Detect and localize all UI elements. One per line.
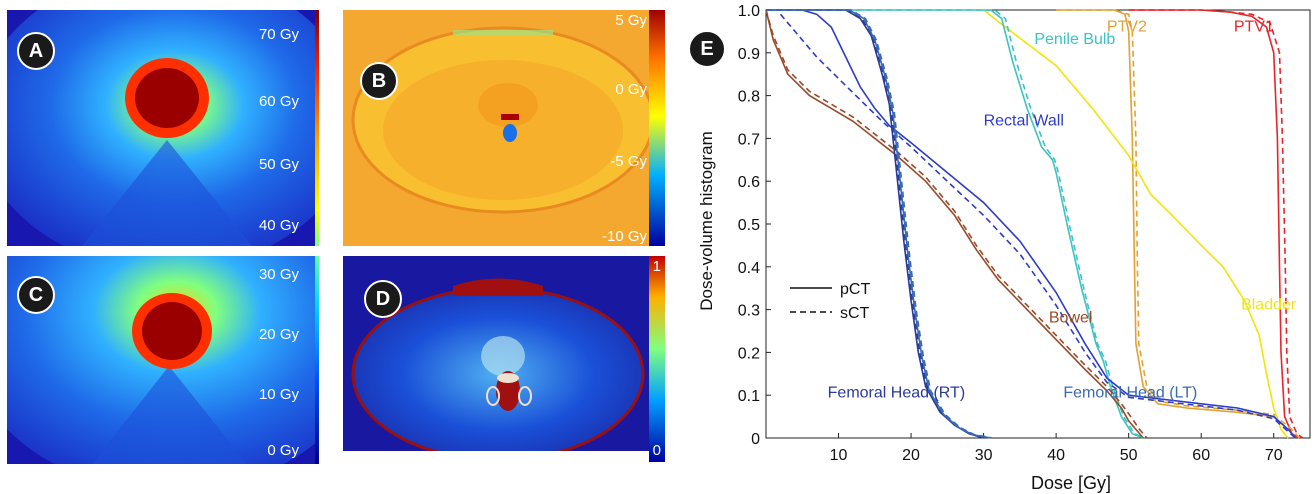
plot-frame [765,9,1311,439]
dvh-series-labels: PTV1 PTV2 Bladder Penile Bulb Rectal Wall Bow… [828,18,1297,401]
dose-difference-panel-b: B 5 Gy 0 Gy -5 Gy -10 Gy [343,10,665,246]
series-label: PTV2 [1107,18,1147,35]
colorbar-b-label-4: -10 Gy [601,228,647,245]
dvh-legend: pCT sCT [790,281,870,322]
panel-badge-d: D [364,280,402,318]
colorbar-d [649,256,665,462]
series-label: PTV1 [1234,18,1274,35]
dose-map-panel-a: A 70 Gy 60 Gy 50 Gy 40 Gy [7,10,319,246]
series-line-sct [1056,9,1300,439]
y-tick-label: 0.7 [738,131,760,148]
colorbar-a-label-2: 60 Gy [258,93,299,110]
gamma-map-d-image [343,256,665,462]
dose-map-c-image [7,256,319,464]
colorbar-c-label-4: 0 Gy [267,442,299,459]
y-tick-label: 1.0 [738,3,760,20]
legend-label: pCT [840,281,870,298]
x-tick-label: 60 [1192,447,1210,464]
colorbar-a-label-1: 70 Gy [258,26,299,43]
x-tick-label: 20 [902,447,920,464]
colorbar-a-label-3: 50 Gy [258,156,299,173]
colorbar-b-label-2: 0 Gy [615,81,647,98]
colorbar-c-label-1: 30 Gy [258,266,299,283]
dose-map-a-image [7,10,319,246]
series-line-pct [766,9,992,439]
dose-difference-b-image [343,10,665,246]
series-label: Penile Bulb [1034,31,1115,48]
series-label: Femoral Head (LT) [1063,384,1197,401]
x-tick-label: 10 [830,447,848,464]
panel-badge-e: E [688,30,726,68]
series-line-sct [765,9,1148,439]
y-tick-label: 0.9 [738,46,760,63]
y-tick-label: 0.8 [738,89,760,106]
dvh-chart: 0 0.1 0.2 0.3 0.4 0.5 0.6 0.7 0.8 0.9 1.0 10 20 30 40 5… [697,3,1311,493]
colorbar-b-label-3: -5 Gy [610,153,647,170]
y-axis-label: Dose-volume histogram [697,131,716,311]
y-tick-label: 0.2 [738,345,760,362]
x-tick-label: 30 [975,447,993,464]
y-tick-label: 0 [751,431,760,448]
gamma-map-panel-d: D 1 0 [343,256,665,462]
series-label: Bladder [1241,297,1297,314]
series-line-sct [766,9,993,439]
x-tick-label: 70 [1265,447,1283,464]
colorbar-a [315,10,319,246]
dvh-series [765,9,1304,439]
panel-badge-a: A [17,32,55,70]
colorbar-b [649,10,665,246]
series-label: Femoral Head (RT) [828,384,966,401]
panel-badge-b: B [360,62,398,100]
series-label: Rectal Wall [984,113,1064,130]
colorbar-d-label-1: 1 [652,258,661,275]
dvh-axes: 0 0.1 0.2 0.3 0.4 0.5 0.6 0.7 0.8 0.9 1.0 10 20 30 40 5… [738,3,1311,464]
y-tick-label: 0.3 [738,303,760,320]
series-line-pct [765,9,1144,439]
y-tick-label: 0.4 [738,260,760,277]
colorbar-a-label-4: 40 Gy [258,217,299,234]
y-tick-label: 0.6 [738,174,760,191]
series-line-sct [766,9,986,439]
legend-label: sCT [840,305,870,322]
panel-badge-c: C [17,276,55,314]
colorbar-b-label-1: 5 Gy [615,12,647,29]
x-axis-label: Dose [Gy] [1031,473,1111,493]
dose-map-panel-c: C 30 Gy 20 Gy 10 Gy 0 Gy [7,256,319,464]
series-label: Bowel [1049,309,1093,326]
series-line-sct [766,9,1145,439]
series-line-pct [802,9,1297,439]
series-line-sct [1128,9,1304,439]
series-line-pct [1128,9,1300,439]
colorbar-c [315,256,319,464]
y-tick-label: 0.1 [738,388,760,405]
x-tick-label: 50 [1120,447,1138,464]
y-tick-label: 0.5 [738,217,760,234]
colorbar-c-label-3: 10 Gy [258,386,299,403]
series-line-sct [983,9,1289,439]
colorbar-c-label-2: 20 Gy [258,326,299,343]
colorbar-d-label-2: 0 [652,442,661,459]
x-tick-label: 40 [1047,447,1065,464]
